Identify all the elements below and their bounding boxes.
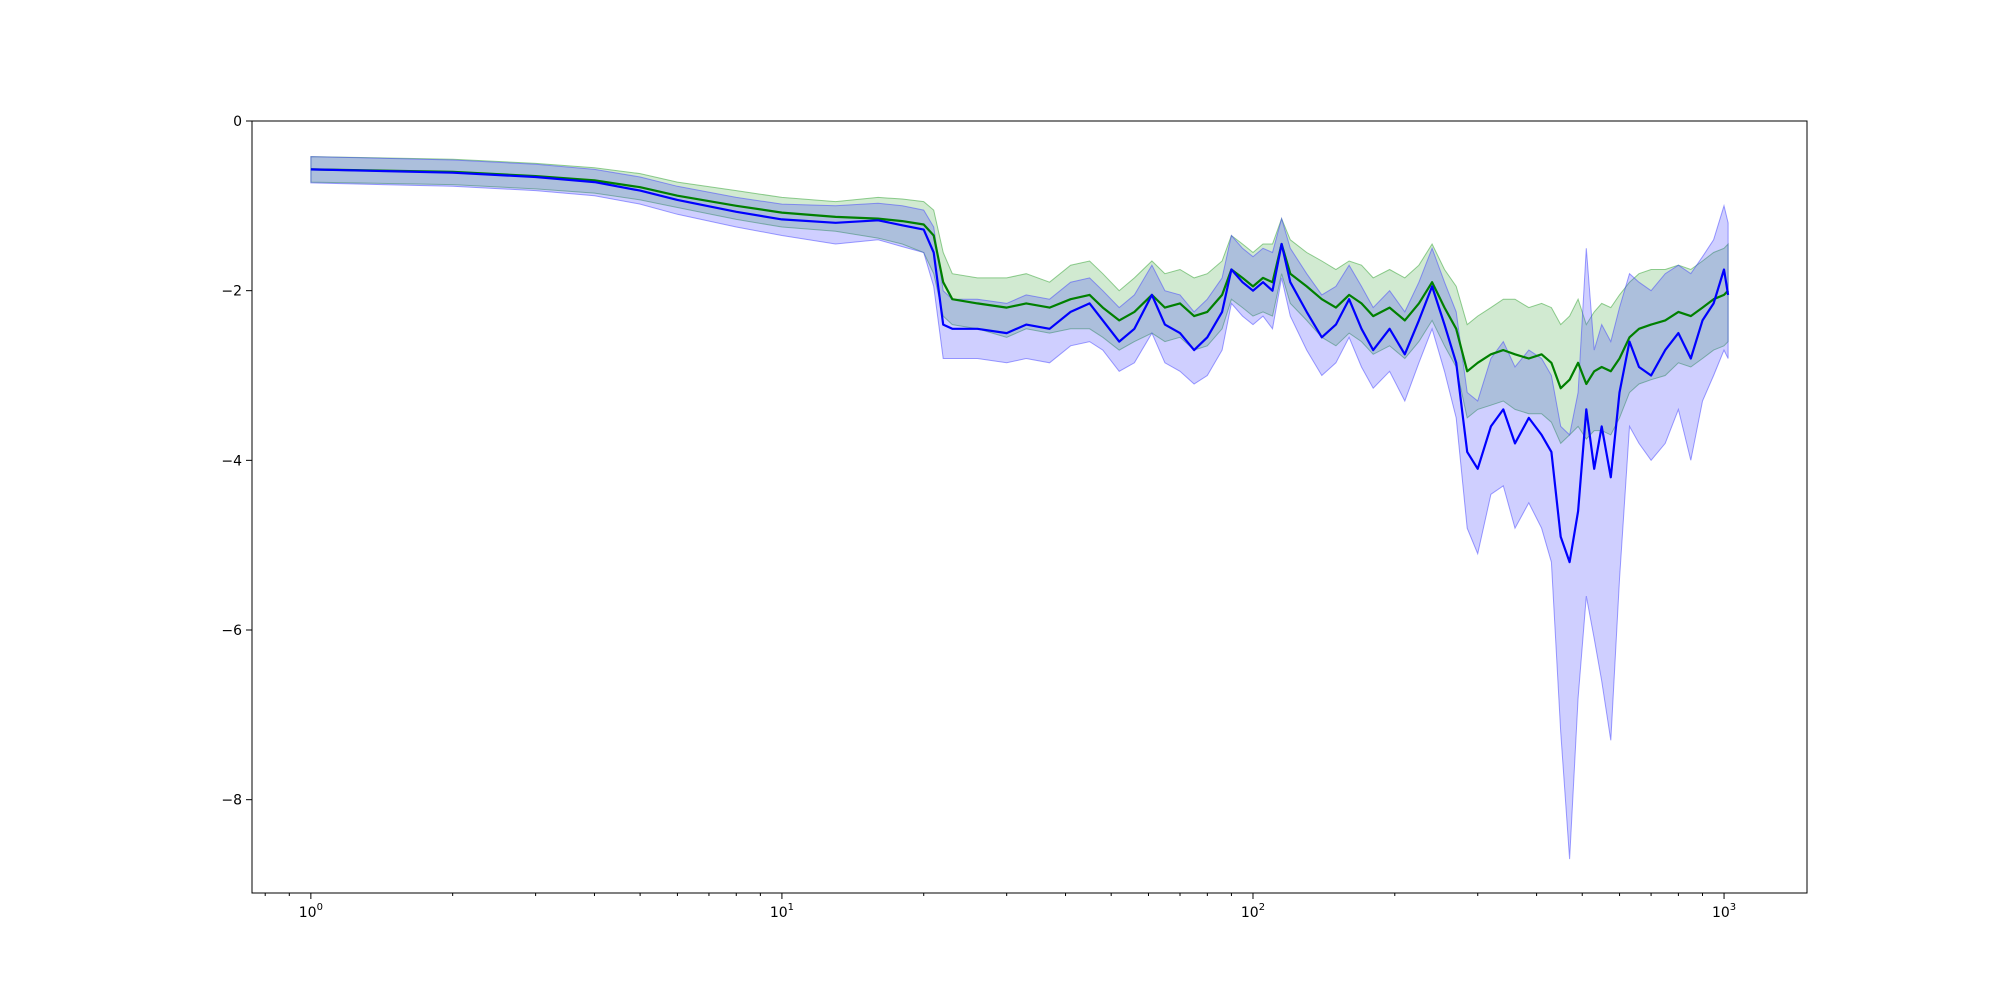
series-lines [310,168,1730,564]
x-tick-label: 102 [1241,902,1265,921]
y-tick-label: −4 [221,453,242,469]
x-tick-label: 101 [770,902,794,921]
y-tick-label: −6 [221,623,242,639]
y-tick-label: −2 [221,284,242,300]
x-tick-label: 103 [1712,902,1736,921]
series-2-band [310,156,1729,860]
x-axis: 100 101 102 103 [264,893,1736,921]
x-tick-label: 100 [299,902,323,921]
series-2-line [310,168,1730,564]
axes-frame [251,120,1808,894]
confidence-bands [310,156,1729,860]
series-1-line [310,168,1729,390]
y-tick-label: −8 [221,793,242,809]
y-tick-label: 0 [233,114,242,130]
y-axis: 0 −2 −4 −6 −8 [221,114,252,809]
